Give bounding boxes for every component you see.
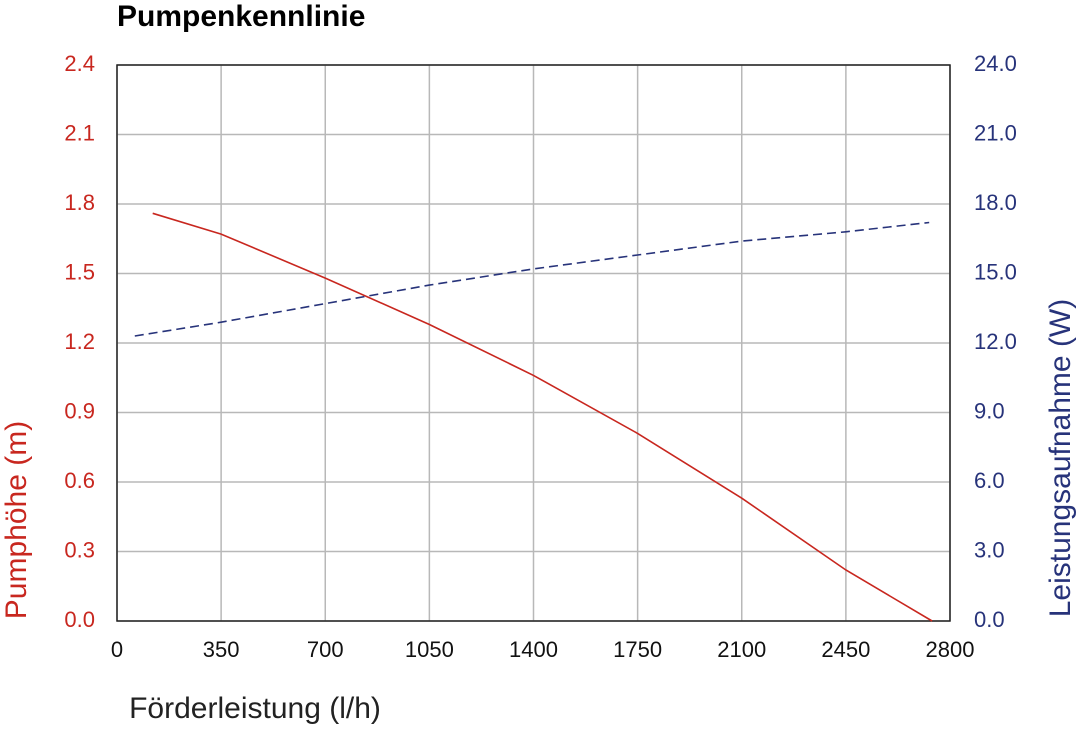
y-tick-label: 1.5 [64,259,95,284]
chart-title: Pumpenkennlinie [117,0,365,33]
x-tick-label: 1400 [509,637,558,662]
y-tick-label: 1.2 [64,329,95,354]
x-tick-label: 1050 [405,637,454,662]
x-tick-label: 700 [307,637,344,662]
x-tick-label: 2100 [717,637,766,662]
y-tick-label: 2.1 [64,120,95,145]
y-tick-label: 2.4 [64,51,95,76]
y-tick-label: 0.9 [64,398,95,423]
y-tick-label: 0.6 [64,468,95,493]
series-line [134,221,930,337]
y2-tick-label: 3.0 [974,537,1005,562]
x-axis-title: Förderleistung (l/h) [129,692,381,725]
y2-tick-label: 12.0 [974,329,1017,354]
y2-tick-label: 24.0 [974,51,1017,76]
y2-tick-label: 6.0 [974,468,1005,493]
x-tick-label: 350 [203,637,240,662]
series-line [152,212,933,622]
plot-frame [116,64,951,622]
y-axis-title: Pumphöhe (m) [0,421,33,619]
x-tick-label: 0 [111,637,123,662]
y-tick-label: 1.8 [64,190,95,215]
y2-tick-label: 21.0 [974,120,1017,145]
y2-tick-label: 18.0 [974,190,1017,215]
y-tick-label: 0.0 [64,607,95,632]
x-tick-label: 1750 [613,637,662,662]
y2-tick-label: 15.0 [974,259,1017,284]
y2-axis-title: Leistungsaufnahme (W) [1044,299,1077,618]
y-tick-label: 0.3 [64,537,95,562]
x-tick-label: 2800 [926,637,975,662]
y2-tick-label: 0.0 [974,607,1005,632]
x-tick-label: 2450 [821,637,870,662]
y2-tick-label: 9.0 [974,398,1005,423]
